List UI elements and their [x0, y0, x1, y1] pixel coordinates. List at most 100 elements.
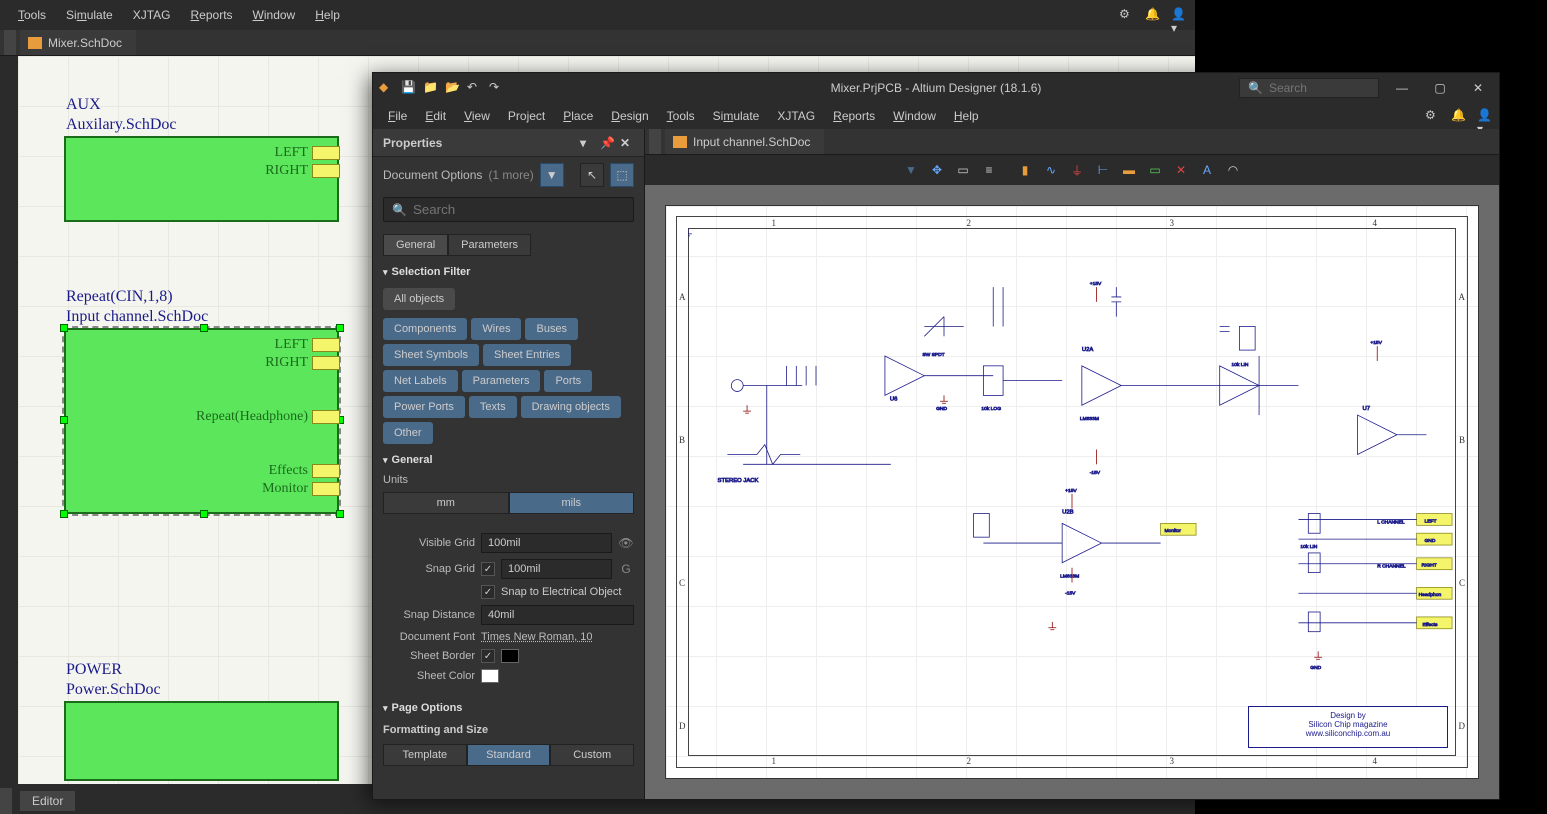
- menu-tools[interactable]: Tools: [8, 4, 56, 26]
- place-noerc-icon[interactable]: ✕: [1169, 158, 1193, 182]
- properties-search-input[interactable]: [413, 202, 625, 217]
- close-button[interactable]: ✕: [1463, 78, 1493, 98]
- filter-parameters[interactable]: Parameters: [462, 370, 541, 392]
- tab-parameters[interactable]: Parameters: [448, 234, 531, 256]
- filter-drawing-objects[interactable]: Drawing objects: [521, 396, 621, 418]
- panel-toggle-left[interactable]: [4, 30, 16, 55]
- sel-handle[interactable]: [60, 324, 68, 332]
- visible-grid-value[interactable]: 100mil: [481, 533, 612, 553]
- select-button[interactable]: ⬚: [610, 163, 634, 187]
- inputch-port-right[interactable]: [312, 356, 340, 370]
- menu-place[interactable]: Place: [554, 106, 602, 126]
- search-input[interactable]: [1269, 81, 1369, 95]
- menu-xjtag[interactable]: XJTAG: [768, 106, 824, 126]
- gear-icon[interactable]: ⚙: [1119, 7, 1135, 23]
- sel-handle[interactable]: [60, 510, 68, 518]
- open-icon[interactable]: 📂: [445, 80, 461, 96]
- user-icon[interactable]: 👤▾: [1477, 108, 1493, 124]
- gear-icon[interactable]: ⚙: [1425, 108, 1441, 124]
- place-net-icon[interactable]: ⊢: [1091, 158, 1115, 182]
- fmt-custom[interactable]: Custom: [550, 744, 634, 766]
- place-text-icon[interactable]: A: [1195, 158, 1219, 182]
- menu-window[interactable]: Window: [884, 106, 945, 126]
- page-options-header[interactable]: Page Options: [373, 696, 644, 720]
- move-icon[interactable]: ✥: [925, 158, 949, 182]
- menu-help[interactable]: Help: [305, 4, 350, 26]
- place-arc-icon[interactable]: ◠: [1221, 158, 1245, 182]
- menu-simulate[interactable]: Simulate: [56, 4, 123, 26]
- menu-reports[interactable]: Reports: [824, 106, 884, 126]
- filter-net-labels[interactable]: Net Labels: [383, 370, 458, 392]
- sel-handle[interactable]: [336, 510, 344, 518]
- units-mm[interactable]: mm: [383, 492, 509, 514]
- filter-all-objects[interactable]: All objects: [383, 288, 455, 310]
- inputch-port-fx[interactable]: [312, 464, 340, 478]
- tab-general[interactable]: General: [383, 234, 448, 256]
- filter-ports[interactable]: Ports: [544, 370, 592, 392]
- aux-port-right[interactable]: [312, 164, 340, 178]
- snap-electrical-checkbox[interactable]: [481, 585, 495, 599]
- panel-toggle-bottom[interactable]: [0, 788, 12, 814]
- cursor-button[interactable]: ↖: [580, 163, 604, 187]
- save-icon[interactable]: 💾: [401, 80, 417, 96]
- menu-simulate[interactable]: Simulate: [704, 106, 769, 126]
- filter-other[interactable]: Other: [383, 422, 433, 444]
- schematic-sheet[interactable]: 1 2 3 4 1 2 3 4 A B C D A B C D: [665, 205, 1479, 779]
- general-section-header[interactable]: General: [373, 448, 644, 472]
- inputch-port-hp[interactable]: [312, 410, 340, 424]
- filter-components[interactable]: Components: [383, 318, 467, 340]
- panel-toggle[interactable]: [649, 129, 661, 154]
- pin-icon[interactable]: 📌: [600, 136, 614, 150]
- snap-distance-value[interactable]: 40mil: [481, 605, 634, 625]
- menu-design[interactable]: Design: [602, 106, 657, 126]
- filter-icon[interactable]: ▼: [899, 158, 923, 182]
- doc-font-value[interactable]: Times New Roman, 10: [481, 631, 592, 643]
- menu-xjtag[interactable]: XJTAG: [123, 4, 181, 26]
- bell-icon[interactable]: 🔔: [1451, 108, 1467, 124]
- menu-project[interactable]: Project: [499, 106, 554, 126]
- filter-wires[interactable]: Wires: [471, 318, 521, 340]
- place-port-icon[interactable]: ▬: [1117, 158, 1141, 182]
- sheet-border-checkbox[interactable]: [481, 649, 495, 663]
- user-icon[interactable]: 👤▾: [1171, 7, 1187, 23]
- menu-tools[interactable]: Tools: [658, 106, 704, 126]
- align-icon[interactable]: ≡: [977, 158, 1001, 182]
- fmt-template[interactable]: Template: [383, 744, 467, 766]
- filter-sheet-entries[interactable]: Sheet Entries: [483, 344, 571, 366]
- units-mils[interactable]: mils: [509, 492, 635, 514]
- dropdown-icon[interactable]: ▾: [580, 136, 594, 150]
- redo-icon[interactable]: ↷: [489, 80, 505, 96]
- schematic-canvas[interactable]: 1 2 3 4 1 2 3 4 A B C D A B C D: [645, 185, 1499, 799]
- folder-icon[interactable]: 📁: [423, 80, 439, 96]
- menu-window[interactable]: Window: [243, 4, 306, 26]
- snap-grid-checkbox[interactable]: [481, 562, 495, 576]
- menu-help[interactable]: Help: [945, 106, 988, 126]
- maximize-button[interactable]: ▢: [1425, 78, 1455, 98]
- close-icon[interactable]: ✕: [620, 136, 634, 150]
- filter-sheet-symbols[interactable]: Sheet Symbols: [383, 344, 479, 366]
- place-gnd-icon[interactable]: ⏚: [1065, 158, 1089, 182]
- visible-grid-eye-icon[interactable]: 👁: [618, 536, 634, 550]
- filter-buses[interactable]: Buses: [525, 318, 578, 340]
- filter-funnel-button[interactable]: ▼: [540, 163, 564, 187]
- menu-file[interactable]: File: [379, 106, 416, 126]
- power-block[interactable]: [64, 701, 339, 781]
- filter-texts[interactable]: Texts: [469, 396, 517, 418]
- sel-handle[interactable]: [200, 324, 208, 332]
- place-part-icon[interactable]: ▮: [1013, 158, 1037, 182]
- titlebar[interactable]: ◆ 💾 📁 📂 ↶ ↷ Mixer.PrjPCB - Altium Design…: [373, 73, 1499, 103]
- properties-search[interactable]: 🔍: [383, 197, 634, 222]
- titlebar-search[interactable]: 🔍: [1239, 78, 1379, 98]
- place-sheet-icon[interactable]: ▭: [1143, 158, 1167, 182]
- snap-grid-value[interactable]: 100mil: [501, 559, 612, 579]
- fmt-standard[interactable]: Standard: [467, 744, 551, 766]
- sel-handle[interactable]: [336, 324, 344, 332]
- tab-mixer-schdoc[interactable]: Mixer.SchDoc: [20, 30, 136, 55]
- minimize-button[interactable]: —: [1387, 78, 1417, 98]
- menu-edit[interactable]: Edit: [416, 106, 455, 126]
- inputch-port-left[interactable]: [312, 338, 340, 352]
- aux-port-left[interactable]: [312, 146, 340, 160]
- sel-handle[interactable]: [200, 510, 208, 518]
- place-wire-icon[interactable]: ∿: [1039, 158, 1063, 182]
- menu-reports[interactable]: Reports: [181, 4, 243, 26]
